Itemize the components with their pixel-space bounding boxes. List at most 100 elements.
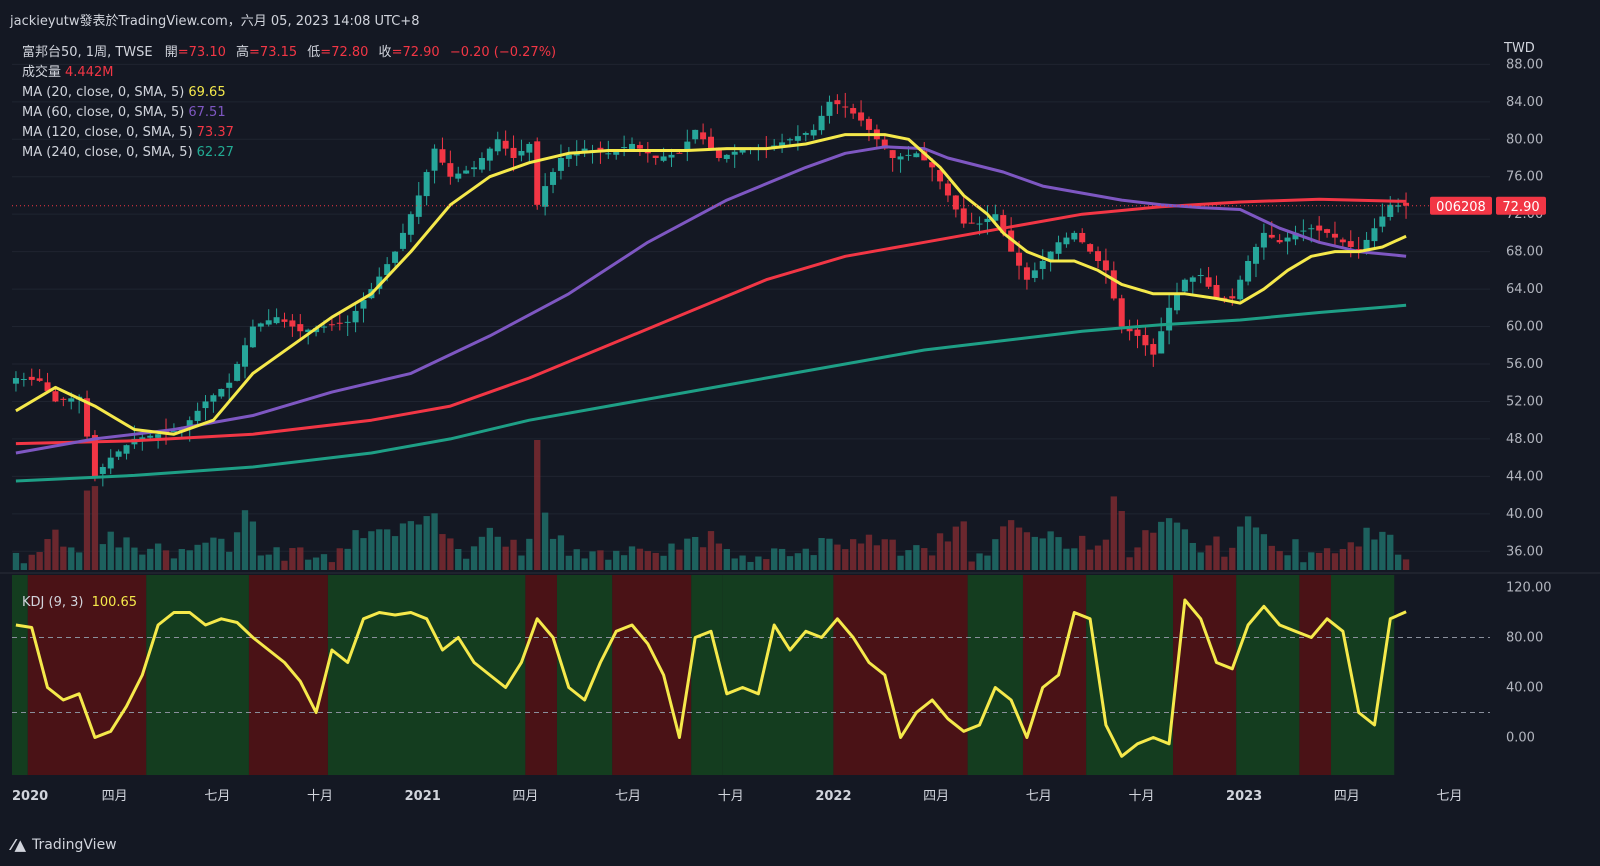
volume-bar xyxy=(1197,552,1204,570)
volume-bar xyxy=(1276,551,1283,570)
kdj-zone xyxy=(691,575,723,775)
candle-body xyxy=(534,141,541,205)
volume-bar xyxy=(52,529,59,570)
volume-bar xyxy=(368,531,375,570)
candle-body xyxy=(550,172,557,185)
candle-body xyxy=(84,398,91,437)
candle-body xyxy=(305,329,312,333)
volume-bar xyxy=(470,546,478,570)
volume-bar xyxy=(676,549,683,570)
candle-body xyxy=(1055,242,1062,254)
volume-bar xyxy=(573,549,580,570)
candle-body xyxy=(1292,232,1299,240)
price-tick-label: 52.00 xyxy=(1506,394,1543,409)
candle-body xyxy=(1205,277,1212,287)
volume-bar xyxy=(850,539,857,570)
volume-bar xyxy=(549,538,557,570)
candle-body xyxy=(60,398,67,400)
candle-body xyxy=(937,170,944,182)
candle-body xyxy=(707,136,715,149)
volume-bar xyxy=(913,545,920,570)
ma240-legend-row: MA (240, close, 0, SMA, 5) 62.27 xyxy=(22,143,556,163)
volume-bar xyxy=(802,548,809,570)
candle-body xyxy=(1166,307,1173,331)
volume-bar xyxy=(1339,549,1347,570)
volume-bar xyxy=(233,532,241,570)
candle-body xyxy=(731,151,738,155)
candle-body xyxy=(1316,225,1323,231)
candle-body xyxy=(147,435,154,438)
price-tick-label: 68.00 xyxy=(1506,245,1543,260)
candle-body xyxy=(1197,275,1204,277)
candle-body xyxy=(1379,216,1386,227)
candle-body xyxy=(281,319,288,322)
ma60-value: 67.51 xyxy=(188,105,226,120)
volume-bar xyxy=(1094,545,1102,570)
candle-body xyxy=(68,398,75,402)
candle-body xyxy=(897,156,904,160)
volume-bar xyxy=(1355,546,1362,570)
tradingview-logo[interactable]: ⁄▲ TradingView xyxy=(12,836,117,854)
ma120-legend-row: MA (120, close, 0, SMA, 5) 73.37 xyxy=(22,123,556,143)
candle-body xyxy=(858,112,865,121)
volume-bar xyxy=(297,547,304,570)
volume-bar xyxy=(1213,536,1220,570)
volume-bar xyxy=(123,537,130,570)
candle-body xyxy=(1268,234,1275,238)
volume-bar xyxy=(857,543,865,570)
volume-bar xyxy=(715,543,723,570)
volume-bar xyxy=(91,486,99,570)
volume-bar xyxy=(1260,534,1268,570)
candle-body xyxy=(1245,261,1252,282)
time-tick-label: 十月 xyxy=(307,789,333,804)
volume-bar xyxy=(139,554,146,570)
volume-bar xyxy=(147,548,154,570)
volume-bar xyxy=(352,530,359,570)
volume-bar xyxy=(439,534,446,570)
time-tick-label: 2023 xyxy=(1226,789,1262,804)
volume-bar xyxy=(992,539,999,570)
candle-body xyxy=(360,300,367,309)
volume-bar xyxy=(1205,545,1212,570)
kdj-label: KDJ (9, 3) xyxy=(22,595,84,610)
volume-bar xyxy=(668,543,675,570)
volume-bar xyxy=(928,555,936,570)
volume-bar xyxy=(305,559,312,570)
volume-bar xyxy=(1252,527,1260,570)
volume-bar xyxy=(1221,556,1228,570)
volume-bar xyxy=(107,531,114,570)
volume-bar xyxy=(1173,522,1181,570)
candle-body xyxy=(826,101,833,116)
kdj-tick-label: 80.00 xyxy=(1506,631,1543,646)
candle-body xyxy=(1189,277,1196,282)
kdj-zone xyxy=(327,575,526,775)
time-tick-label: 2020 xyxy=(12,789,48,804)
volume-bar xyxy=(360,538,367,570)
candle-body xyxy=(265,320,272,325)
candle-body xyxy=(652,155,659,158)
volume-bar xyxy=(1134,547,1141,570)
volume-bar xyxy=(826,538,833,570)
kdj-zone xyxy=(967,575,1023,775)
candle-body xyxy=(1331,233,1338,238)
candle-body xyxy=(1118,298,1125,327)
volume-bar xyxy=(28,554,35,570)
candle-body xyxy=(581,148,588,152)
volume-bar xyxy=(755,556,762,570)
candle-body xyxy=(186,420,193,429)
price-tick-label: 44.00 xyxy=(1506,469,1543,484)
price-tick-label: 40.00 xyxy=(1506,507,1543,522)
volume-bar xyxy=(241,510,249,570)
volume-bar xyxy=(1331,553,1339,570)
candle-body xyxy=(1142,335,1149,346)
volume-bar xyxy=(865,534,873,570)
volume-bar xyxy=(170,558,178,570)
volume-bar xyxy=(699,547,707,570)
candle-body xyxy=(1229,296,1236,299)
candle-body xyxy=(794,136,801,141)
candle-body xyxy=(1395,205,1402,207)
candle-body xyxy=(992,214,999,221)
price-tick-label: 60.00 xyxy=(1506,320,1543,335)
kdj-zone xyxy=(1022,575,1087,775)
